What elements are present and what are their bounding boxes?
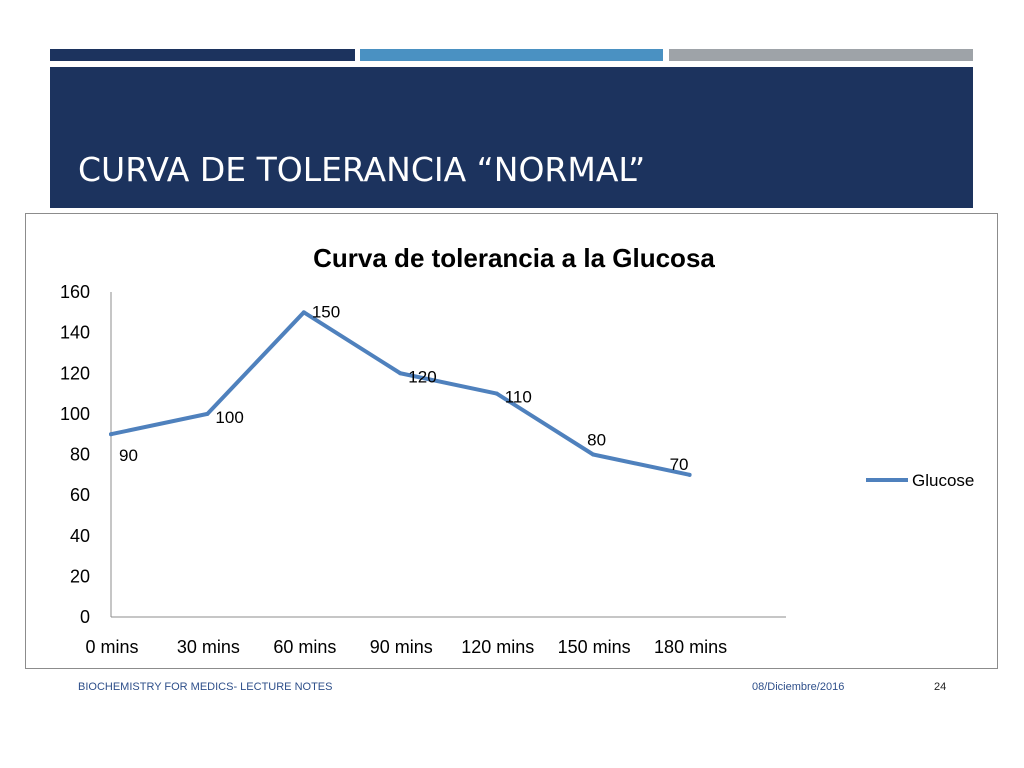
data-label: 150	[312, 302, 340, 321]
x-tick-label: 150 mins	[558, 637, 631, 657]
data-point	[494, 391, 499, 396]
data-label: 100	[215, 408, 243, 427]
y-tick-label: 160	[60, 282, 90, 302]
series-line-glucose	[109, 310, 692, 477]
data-point	[205, 411, 210, 416]
data-point	[398, 371, 403, 376]
data-point	[591, 452, 596, 457]
y-tick-label: 60	[70, 485, 90, 505]
data-label: 120	[408, 367, 436, 386]
y-tick-label: 120	[60, 363, 90, 383]
title-band	[50, 67, 973, 208]
x-tick-label: 120 mins	[461, 637, 534, 657]
header-accent-bar-gray	[669, 49, 973, 61]
header-accent-bar-dark	[50, 49, 355, 61]
footer-page-number: 24	[934, 681, 947, 693]
x-tick-label: 90 mins	[370, 637, 433, 657]
x-tick-label: 30 mins	[177, 637, 240, 657]
y-tick-label: 100	[60, 404, 90, 424]
footer-date: 08/Diciembre/2016	[752, 681, 845, 693]
y-tick-label: 40	[70, 526, 90, 546]
chart-frame: Curva de tolerancia a la Glucosa 0 20 40 60…	[25, 213, 998, 669]
data-label: 110	[505, 388, 532, 407]
header-accent-bar-blue	[360, 49, 663, 61]
legend-label-glucose: Glucose	[912, 471, 974, 490]
x-tick-label: 180 mins	[654, 637, 727, 657]
data-point	[301, 310, 306, 315]
data-point	[109, 432, 113, 437]
footer-course-label: BIOCHEMISTRY FOR MEDICS- LECTURE NOTES	[78, 681, 333, 693]
y-tick-label: 20	[70, 566, 90, 586]
glucose-tolerance-chart: Curva de tolerancia a la Glucosa 0 20 40 60…	[60, 243, 974, 657]
y-tick-label: 80	[70, 445, 90, 465]
y-tick-label: 140	[60, 323, 90, 343]
y-tick-label: 0	[80, 607, 90, 627]
x-tick-label: 60 mins	[273, 637, 336, 657]
data-point	[687, 472, 692, 477]
x-tick-label: 0 mins	[85, 637, 138, 657]
data-label: 70	[670, 455, 689, 474]
data-label: 90	[119, 446, 138, 465]
chart-title: Curva de tolerancia a la Glucosa	[313, 243, 715, 273]
slide-title: CURVA DE TOLERANCIA “NORMAL”	[78, 150, 646, 189]
data-label: 80	[587, 431, 606, 450]
